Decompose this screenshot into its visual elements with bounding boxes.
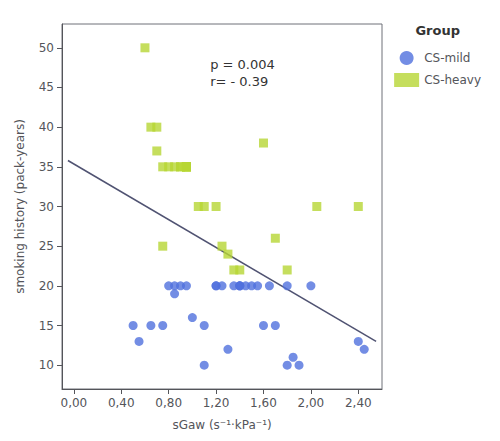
- svg-text:smoking history (pack-years): smoking history (pack-years): [13, 119, 27, 294]
- svg-text:2,40: 2,40: [345, 396, 372, 410]
- svg-text:2,00: 2,00: [298, 396, 325, 410]
- svg-text:40: 40: [39, 120, 54, 134]
- svg-text:Group: Group: [415, 23, 460, 38]
- svg-text:r= - 0.39: r= - 0.39: [210, 74, 268, 89]
- svg-text:10: 10: [39, 358, 54, 372]
- svg-text:p = 0.004: p = 0.004: [210, 57, 275, 72]
- svg-text:1,60: 1,60: [250, 396, 277, 410]
- svg-text:CS-heavy: CS-heavy: [424, 73, 481, 87]
- svg-text:0,80: 0,80: [155, 396, 182, 410]
- svg-text:sGaw (s⁻¹·kPa⁻¹): sGaw (s⁻¹·kPa⁻¹): [172, 418, 271, 432]
- svg-text:0,00: 0,00: [60, 396, 87, 410]
- svg-text:20: 20: [39, 279, 54, 293]
- svg-text:15: 15: [39, 319, 54, 333]
- svg-text:CS-mild: CS-mild: [424, 51, 470, 65]
- svg-text:1,20: 1,20: [203, 396, 230, 410]
- svg-text:45: 45: [39, 80, 54, 94]
- svg-text:35: 35: [39, 160, 54, 174]
- svg-text:30: 30: [39, 200, 54, 214]
- svg-text:0,40: 0,40: [108, 396, 135, 410]
- svg-text:25: 25: [39, 239, 54, 253]
- svg-text:50: 50: [39, 41, 54, 55]
